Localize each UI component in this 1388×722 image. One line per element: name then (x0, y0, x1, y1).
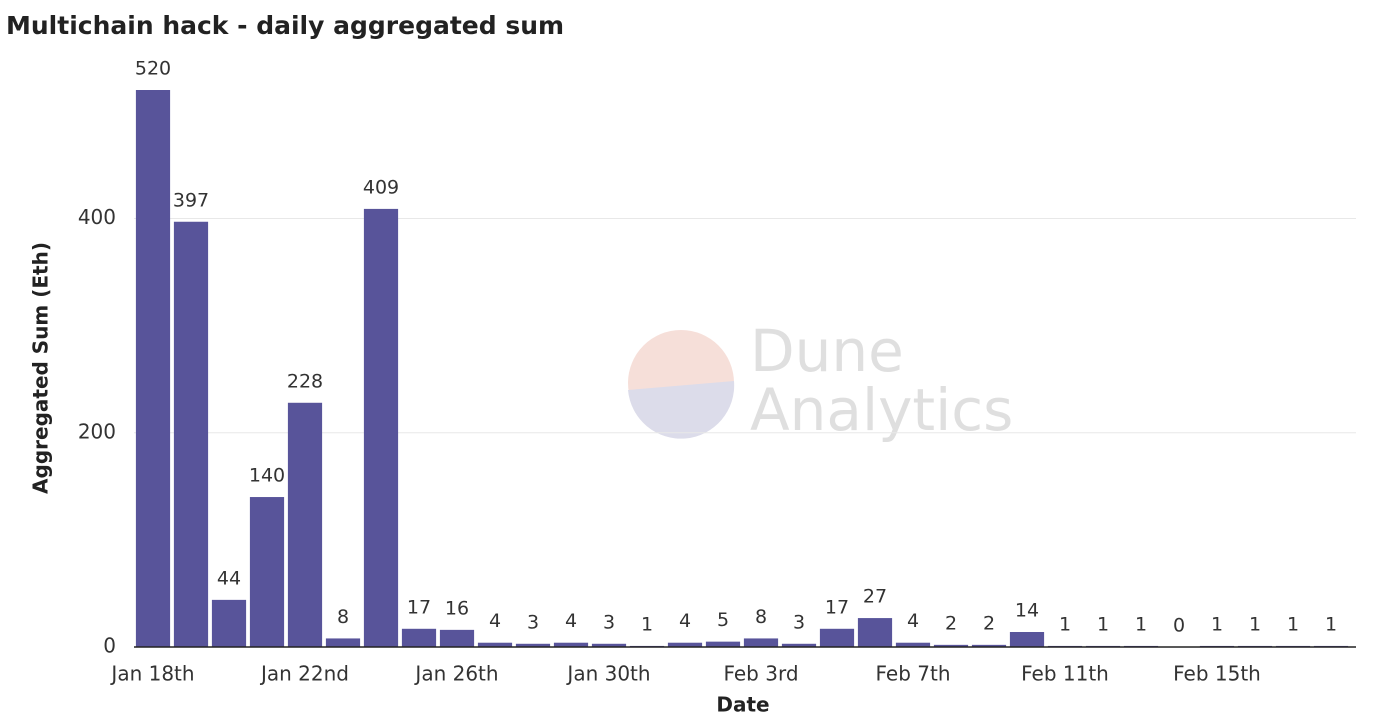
value-label: 1 (1211, 613, 1223, 635)
bar (1009, 632, 1045, 647)
x-tick-label: Feb 15th (1173, 662, 1261, 686)
x-axis-label: Date (716, 693, 769, 717)
value-label: 140 (249, 465, 285, 487)
bar (211, 599, 247, 647)
value-label: 27 (863, 586, 887, 608)
value-label: 1 (1135, 613, 1147, 635)
bar (515, 643, 551, 647)
bar (971, 644, 1007, 647)
y-axis-label: Aggregated Sum (Eth) (29, 242, 53, 494)
value-label: 8 (337, 606, 349, 628)
x-tick-label: Jan 22nd (259, 662, 349, 686)
value-label: 2 (945, 612, 957, 634)
bar (287, 402, 323, 647)
value-label: 4 (489, 610, 501, 632)
chart-title: Multichain hack - daily aggregated sum (6, 11, 564, 40)
value-label: 0 (1173, 615, 1185, 637)
value-label: 3 (793, 611, 805, 633)
y-tick-label: 400 (78, 205, 116, 229)
value-label: 16 (445, 597, 469, 619)
bar (325, 638, 361, 647)
value-label: 3 (527, 611, 539, 633)
value-label: 409 (363, 176, 399, 198)
x-tick-label: Feb 11th (1021, 662, 1109, 686)
bar (363, 208, 399, 647)
value-label: 5 (717, 609, 729, 631)
value-label: 520 (135, 58, 171, 80)
bar (743, 638, 779, 647)
value-label: 1 (1287, 613, 1299, 635)
bar (857, 618, 893, 647)
value-label: 1 (641, 613, 653, 635)
bar (439, 629, 475, 647)
bar (705, 641, 741, 647)
bar (249, 497, 285, 647)
value-label: 17 (407, 596, 431, 618)
value-label: 4 (565, 610, 577, 632)
value-label: 17 (825, 596, 849, 618)
watermark-text: Analytics (750, 376, 1013, 444)
bar (401, 628, 437, 647)
value-label: 1 (1325, 613, 1337, 635)
bar (591, 643, 627, 647)
bar (173, 221, 209, 647)
value-label: 14 (1015, 600, 1039, 622)
watermark-logo-part (628, 381, 735, 439)
bar (895, 642, 931, 647)
bar (135, 90, 171, 647)
x-tick-label: Feb 3rd (723, 662, 798, 686)
bar (477, 642, 513, 647)
x-tick-label: Feb 7th (875, 662, 950, 686)
value-label: 4 (907, 610, 919, 632)
watermark: Dune Analytics (628, 317, 1013, 444)
bar (819, 628, 855, 647)
bar (553, 642, 589, 647)
x-tick-label: Jan 18th (109, 662, 194, 686)
value-label: 1 (1097, 613, 1109, 635)
value-label: 3 (603, 611, 615, 633)
value-label: 44 (217, 567, 241, 589)
value-label: 228 (287, 370, 323, 392)
value-label: 2 (983, 612, 995, 634)
value-label: 1 (1059, 613, 1071, 635)
value-label: 4 (679, 610, 691, 632)
y-tick-label: 200 (78, 419, 116, 443)
x-tick-label: Jan 30th (565, 662, 650, 686)
watermark-text: Dune (750, 317, 904, 385)
y-tick-label: 0 (103, 634, 116, 658)
x-tick-label: Jan 26th (413, 662, 498, 686)
bar (781, 643, 817, 647)
value-label: 397 (173, 189, 209, 211)
bar (933, 644, 969, 647)
bar (667, 642, 703, 647)
value-label: 1 (1249, 613, 1261, 635)
value-label: 8 (755, 606, 767, 628)
